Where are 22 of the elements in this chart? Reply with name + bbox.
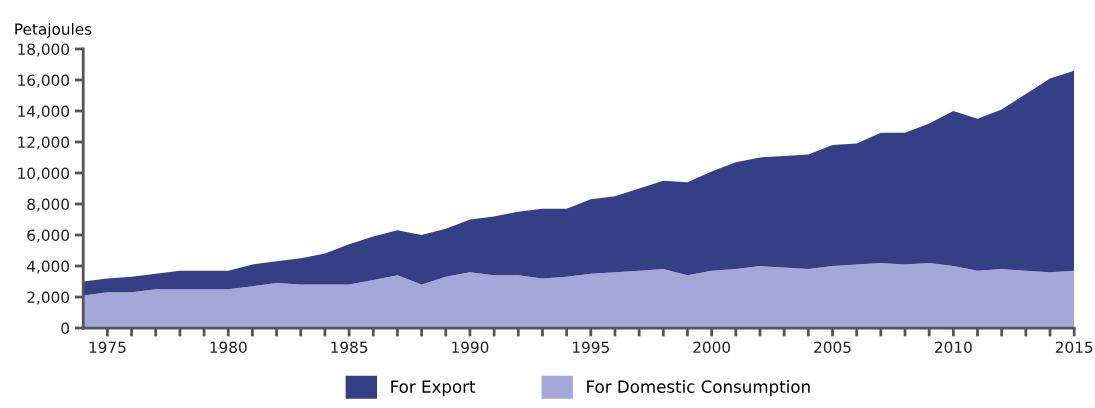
y-tick-label: 0 xyxy=(61,322,70,335)
y-tick-label: 18,000 xyxy=(18,43,70,57)
y-tick-label: 14,000 xyxy=(18,105,70,119)
x-tick-label: 2010 xyxy=(935,341,972,354)
x-tick-label: 1985 xyxy=(331,341,368,354)
x-tick-label: 2000 xyxy=(693,341,731,354)
y-tick-label: 6,000 xyxy=(27,229,70,243)
y-tick-label: 12,000 xyxy=(18,136,70,150)
x-tick-label: 1995 xyxy=(573,341,609,354)
x-tick-label: 2005 xyxy=(814,341,851,354)
y-tick-label: 8,000 xyxy=(27,198,70,212)
y-tick-label: 16,000 xyxy=(18,74,70,88)
y-tick-label: 10,000 xyxy=(18,167,70,181)
legend-label: For Export xyxy=(391,380,476,397)
legend-label: For Domestic Consumption xyxy=(587,380,810,397)
x-tick-label: 1975 xyxy=(89,341,126,354)
x-tick-label: 2015 xyxy=(1055,341,1093,354)
x-tick-label: 1980 xyxy=(210,341,247,354)
y-tick-label: 2,000 xyxy=(27,291,70,305)
x-tick-label: 1990 xyxy=(452,341,489,354)
y-axis-title: Petajoules xyxy=(15,23,92,38)
y-tick-label: 4,000 xyxy=(27,260,70,274)
